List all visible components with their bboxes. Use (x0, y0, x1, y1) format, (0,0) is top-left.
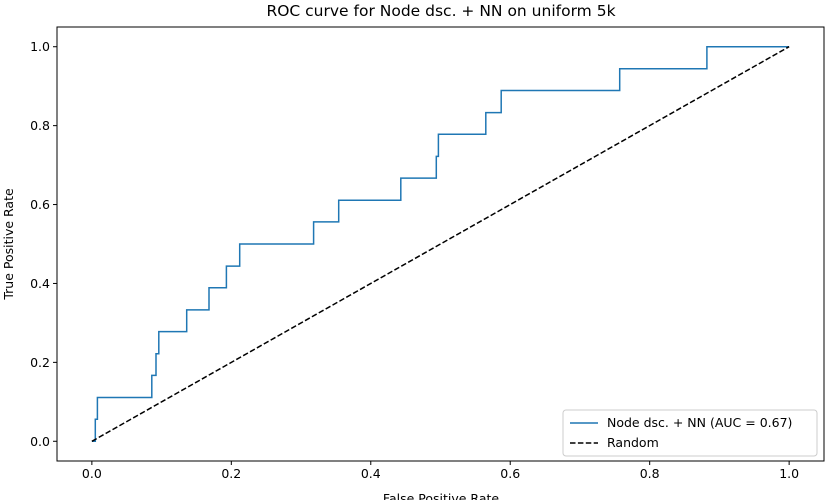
y-tick-label: 0.4 (30, 276, 50, 291)
x-tick-label: 0.0 (82, 466, 102, 481)
x-tick-label: 0.6 (500, 466, 520, 481)
y-tick-label: 1.0 (30, 39, 50, 54)
legend-label-roc: Node dsc. + NN (AUC = 0.67) (607, 415, 792, 430)
y-axis-ticks: 0.0 0.2 0.4 0.6 0.8 1.0 (30, 39, 57, 449)
x-tick-label: 0.8 (640, 466, 660, 481)
x-tick-label: 0.2 (221, 466, 241, 481)
y-tick-label: 0.6 (30, 197, 50, 212)
roc-curve-line (91, 45, 790, 443)
legend-label-random: Random (607, 435, 659, 450)
x-tick-label: 1.0 (779, 466, 799, 481)
y-tick-label: 0.8 (30, 118, 50, 133)
plot-frame (56, 26, 825, 462)
y-tick-label: 0.2 (30, 355, 50, 370)
chart-title: ROC curve for Node dsc. + NN on uniform … (266, 2, 615, 20)
x-tick-label: 0.4 (361, 466, 381, 481)
legend-box (562, 409, 818, 457)
series-layer (91, 45, 790, 443)
y-tick-label: 0.0 (30, 434, 50, 449)
x-axis-label: False Positive Rate (383, 491, 499, 500)
random-baseline-line (91, 46, 790, 442)
x-axis-ticks: 0.0 0.2 0.4 0.6 0.8 1.0 (82, 461, 799, 481)
y-axis-label: True Positive Rate (1, 188, 16, 301)
legend: Node dsc. + NN (AUC = 0.67) Random (562, 409, 818, 457)
